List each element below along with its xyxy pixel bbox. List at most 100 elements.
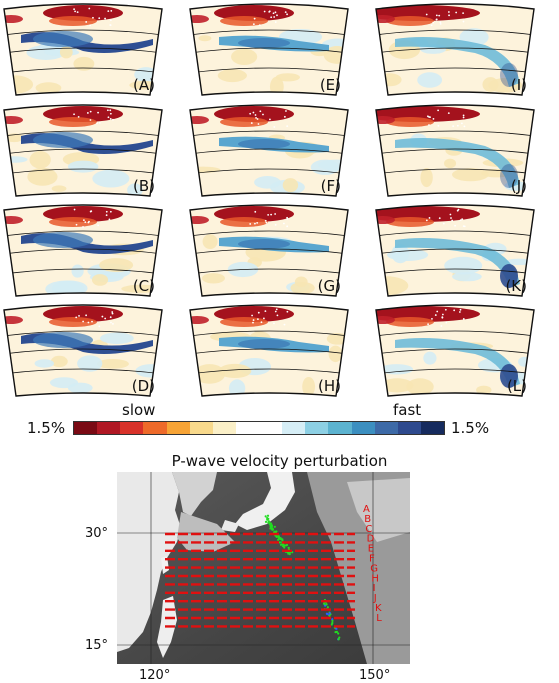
- hypocenter-dot: [109, 112, 112, 115]
- depth-contour: [376, 230, 534, 237]
- velocity-patch: [476, 385, 492, 395]
- hypocenter-dot: [256, 221, 259, 224]
- profile-letter: D: [367, 534, 375, 545]
- velocity-patch: [67, 382, 93, 394]
- velocity-patch: [275, 73, 300, 82]
- velocity-patch: [380, 378, 414, 393]
- hypocenter-dot: [274, 223, 277, 226]
- panel-frame: [3, 104, 163, 197]
- colorbar-swatch: [97, 422, 121, 434]
- panel-field: [376, 106, 534, 196]
- depth-contour: [4, 330, 162, 337]
- hypocenter-dot: [430, 24, 433, 27]
- hypocenter-dot: [455, 11, 458, 14]
- panel-svg: [3, 104, 163, 197]
- seismicity-dot: [273, 525, 276, 528]
- japan-landmass: [235, 472, 295, 530]
- hypocenter-dot: [449, 213, 452, 216]
- velocity-patch: [420, 167, 433, 188]
- seismicity-dot: [283, 546, 286, 549]
- colorbar-swatch: [328, 422, 352, 434]
- hypocenter-dot: [108, 218, 111, 221]
- hypocenter-dot: [112, 118, 114, 121]
- fast-slab-deep: [500, 164, 518, 188]
- velocity-patch: [294, 276, 308, 288]
- velocity-patch: [217, 69, 247, 83]
- hypocenter-dot: [105, 210, 108, 213]
- hypocenter-dot: [439, 22, 442, 25]
- hypocenter-dot: [110, 321, 112, 324]
- seismicity-dot: [337, 638, 340, 641]
- hypocenter-dot: [429, 116, 431, 119]
- panel-label: (E): [319, 76, 341, 94]
- velocity-patch: [29, 151, 51, 169]
- hypocenter-dot: [273, 16, 276, 18]
- hypocenter-dot: [263, 10, 266, 13]
- profile-letter: F: [369, 554, 375, 565]
- velocity-patch: [127, 183, 143, 196]
- panel-frame: [375, 3, 535, 96]
- depth-contour: [4, 29, 162, 36]
- hypocenter-dot: [76, 11, 79, 14]
- panel-frame: [3, 3, 163, 96]
- velocity-patch: [444, 256, 483, 275]
- depth-contour: [190, 47, 348, 54]
- colorbar-swatch: [305, 422, 329, 434]
- hypocenter-dot: [425, 13, 428, 16]
- hypocenter-dot: [75, 316, 78, 319]
- hypocenter-dot: [268, 10, 271, 13]
- profile-letter: B: [364, 514, 371, 525]
- hypocenter-dot: [283, 115, 286, 118]
- seismicity-dot: [282, 543, 285, 546]
- hypocenter-dot: [437, 109, 440, 112]
- hypocenter-dot: [270, 213, 273, 216]
- depth-contour: [190, 29, 348, 36]
- velocity-patch: [99, 332, 134, 344]
- hypocenter-dot: [109, 24, 112, 26]
- slow-anomaly-edge: [4, 116, 23, 124]
- panel-label: (F): [320, 177, 341, 195]
- hypocenter-dot: [104, 17, 106, 20]
- panel-svg: [189, 104, 349, 197]
- hypocenter-dot: [285, 110, 287, 112]
- tomography-panel: (C): [3, 204, 163, 298]
- hypocenter-dot: [85, 314, 88, 317]
- profile-letter: C: [365, 524, 372, 535]
- seismicity-dot: [323, 602, 326, 605]
- velocity-patch: [202, 234, 218, 249]
- hypocenter-dot: [445, 321, 448, 324]
- hypocenter-dot: [252, 319, 255, 321]
- colorbar-left-value: 1.5%: [27, 419, 66, 437]
- panel-label: (D): [131, 377, 155, 395]
- panel-svg: [375, 304, 535, 397]
- panel-field: [190, 306, 348, 396]
- hypocenter-dot: [276, 14, 278, 17]
- velocity-patch: [444, 158, 457, 169]
- hypocenter-dot: [250, 122, 253, 124]
- hypocenter-dot: [253, 17, 256, 20]
- hypocenter-dot: [272, 12, 275, 15]
- slow-anomaly-edge: [4, 15, 23, 23]
- seismicity-dot: [278, 536, 281, 539]
- velocity-patch: [282, 178, 299, 193]
- slow-anomaly-halo: [49, 217, 97, 227]
- slow-anomaly-halo: [386, 317, 434, 327]
- hypocenter-dot: [256, 118, 259, 120]
- velocity-patch: [423, 351, 437, 365]
- profile-letter: I: [373, 583, 376, 594]
- depth-contour: [190, 230, 348, 237]
- velocity-patch: [417, 72, 443, 88]
- hypocenter-dot: [462, 114, 465, 117]
- depth-contour: [376, 268, 534, 275]
- fast-slab-halo: [238, 139, 290, 149]
- hypocenter-dot: [92, 16, 94, 19]
- panel-label: (G): [317, 277, 341, 295]
- panel-svg: [189, 3, 349, 96]
- slow-label: slow: [122, 401, 156, 419]
- korea-landmass: [172, 472, 217, 516]
- panel-svg: [189, 304, 349, 397]
- seismicity-dot: [331, 619, 334, 622]
- hypocenter-dot: [82, 320, 85, 323]
- hypocenter-dot: [105, 214, 108, 217]
- velocity-patch: [452, 272, 482, 282]
